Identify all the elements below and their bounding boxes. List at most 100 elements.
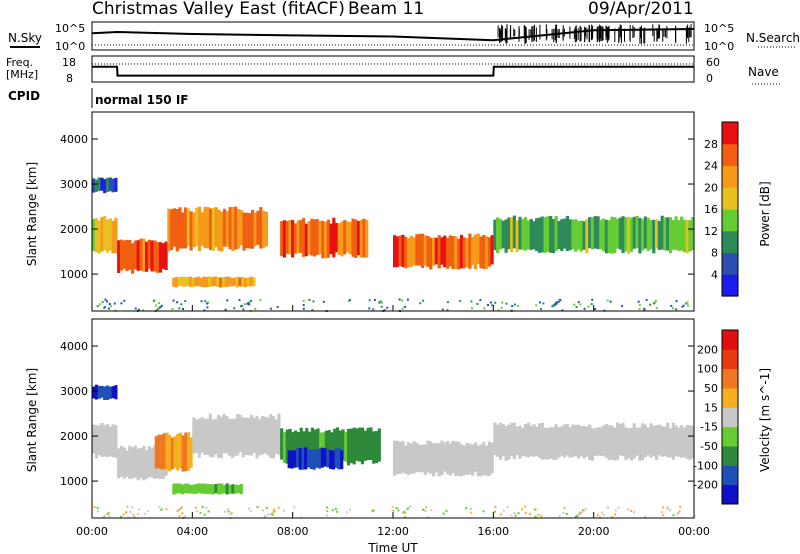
heatmap-cell [429, 237, 433, 270]
heatmap-cell [238, 299, 241, 302]
heatmap-cell [588, 424, 592, 460]
heatmap-cell [425, 506, 427, 509]
heatmap-cell [142, 445, 146, 481]
heatmap-cell [209, 208, 213, 250]
heatmap-cell [145, 450, 149, 479]
colorbar-swatch [722, 230, 738, 254]
heatmap-cell [103, 306, 106, 309]
heatmap-cell [341, 429, 345, 461]
heatmap-cell [459, 299, 462, 302]
nave-tick-bottom: 0 [706, 72, 713, 85]
heatmap-cell [434, 443, 438, 473]
heatmap-cell [100, 177, 104, 191]
heatmap-cell [161, 243, 165, 269]
colorbar-swatch [722, 122, 738, 145]
heatmap-cell [329, 450, 333, 469]
heatmap-cell [644, 515, 647, 518]
heatmap-cell [535, 426, 539, 457]
heatmap-cell [432, 443, 436, 477]
heatmap-cell [170, 437, 174, 470]
heatmap-cell [549, 427, 553, 459]
heatmap-cell [249, 276, 253, 287]
heatmap-cell [629, 217, 634, 252]
heatmap-cell [143, 512, 146, 515]
heatmap-cell [497, 309, 500, 312]
heatmap-cell [610, 216, 614, 254]
heatmap-cell [236, 209, 241, 249]
heatmap-cell [334, 507, 337, 510]
heatmap-cell [157, 434, 161, 469]
heatmap-cell [483, 307, 486, 310]
heatmap-cell [259, 299, 262, 302]
heatmap-cell [199, 511, 202, 514]
heatmap-cell [242, 308, 245, 311]
heatmap-cell [443, 442, 447, 472]
heatmap-cell [380, 301, 383, 304]
heatmap-cell [175, 209, 179, 252]
heatmap-cell [274, 419, 278, 454]
heatmap-cell [92, 218, 96, 251]
heatmap-cell [155, 309, 158, 312]
heatmap-cell [596, 216, 600, 250]
heatmap-cell [285, 221, 289, 254]
heatmap-cell [326, 448, 330, 468]
heatmap-cell [404, 445, 408, 474]
heatmap-cell [643, 307, 646, 310]
heatmap-cell [378, 301, 381, 304]
heatmap-cell [677, 511, 680, 514]
colorbar-tick-label: -100 [693, 459, 718, 472]
heatmap-cell [395, 440, 399, 475]
heatmap-cell [203, 483, 207, 494]
heatmap-cell [511, 305, 514, 308]
heatmap-cell [419, 302, 422, 305]
heatmap-cell [577, 514, 579, 517]
heatmap-cell [392, 509, 395, 512]
heatmap-cell [493, 219, 497, 250]
heatmap-cell [181, 512, 184, 515]
heatmap-cell [479, 444, 483, 477]
colorbar-swatch [722, 252, 738, 275]
heatmap-cell [571, 424, 575, 457]
heatmap-cell [310, 218, 314, 256]
heatmap-cell [150, 240, 154, 272]
heatmap-cell [404, 516, 407, 519]
heatmap-cell [233, 418, 237, 457]
x-tick-label: 20:00 [578, 525, 610, 538]
heatmap-cell [97, 425, 101, 455]
heatmap-cell [679, 506, 682, 508]
heatmap-cell [111, 386, 115, 399]
heatmap-cell [446, 237, 450, 269]
heatmap-cell [93, 506, 96, 509]
noise-right-tick-top: 10^5 [704, 22, 734, 35]
heatmap-cell [671, 422, 675, 460]
freq-label-1: Freq. [6, 56, 33, 69]
heatmap-cell [334, 448, 338, 468]
heatmap-cell [412, 237, 416, 266]
y-ticks: 1000 2000 3000 4000 1000 2000 3000 4000 [60, 133, 694, 488]
heatmap-cell [409, 505, 412, 508]
heatmap-cell [607, 425, 611, 461]
heatmap-cell [557, 301, 560, 303]
heatmap-cell [189, 437, 193, 468]
heatmap-cell [599, 427, 603, 456]
heatmap-cell [216, 277, 220, 288]
heatmap-cell [687, 304, 690, 307]
heatmap-cell [383, 308, 386, 311]
nave-label: Nave [748, 65, 779, 79]
date-label: 09/Apr/2011 [588, 0, 694, 19]
heatmap-cell [184, 300, 187, 302]
heatmap-cell [476, 445, 480, 477]
heatmap-cell [228, 207, 232, 250]
heatmap-cell [324, 430, 328, 460]
heatmap-cell [311, 309, 314, 312]
heatmap-cell [330, 432, 334, 465]
heatmap-cell [160, 508, 163, 511]
heatmap-cell [563, 506, 566, 509]
heatmap-cell [599, 516, 601, 519]
heatmap-cell [359, 219, 363, 258]
heatmap-cell [107, 511, 110, 514]
heatmap-cell [652, 219, 656, 254]
heatmap-cell [206, 207, 210, 249]
heatmap-cell [332, 217, 336, 258]
heatmap-cell [304, 223, 308, 257]
